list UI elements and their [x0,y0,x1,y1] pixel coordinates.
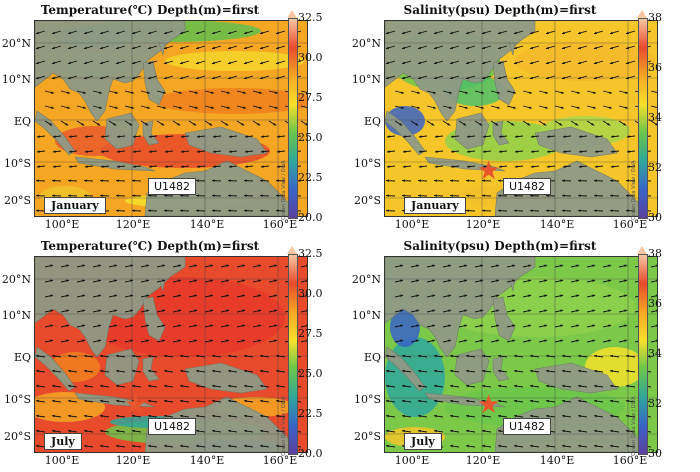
credit-text: Ocean Data View / DIVA [281,396,291,456]
latitude-label: 10°N [0,74,31,86]
longitude-label: 160°E [258,454,302,467]
colorbar-tick-label: 22.5 [298,172,323,184]
longitude-label: 160°E [608,218,652,231]
panel-title: Temperature(℃) Depth(m)=first [0,239,300,253]
latitude-label: EQ [0,116,31,128]
latitude-label: 20°S [0,431,31,443]
longitude-label: 160°E [258,218,302,231]
longitude-label: 100°E [390,218,434,231]
colorbar-tick-label: 30.0 [298,288,323,300]
month-label: January [44,197,106,214]
credit-text: Ocean Data View / DIVA [631,396,641,456]
colorbar-tick-label: 34 [648,112,662,124]
credit-text: Ocean Data View / DIVA [281,160,291,220]
latitude-label: 10°S [0,394,31,406]
month-label: July [44,433,82,450]
panel-4: Salinity(psu) Depth(m)=first 20°N 10°N EQ 10… [350,236,700,472]
credit-text: Ocean Data View / DIVA [631,160,641,220]
colorbar-tick-label: 27.5 [298,92,323,104]
latitude-label: 20°S [0,195,31,207]
longitude-label: 140°E [185,218,229,231]
colorbar-tick-label: 30 [648,212,662,224]
site-star-icon: ★ [477,158,500,184]
latitude-label: 20°N [0,274,31,286]
panel-3: Temperature(℃) Depth(m)=first 20°N 10°N EQ 1… [0,236,350,472]
longitude-label: 120°E [111,454,155,467]
colorbar-tick-label: 25.0 [298,132,323,144]
colorbar-arrow [637,10,647,18]
longitude-label: 140°E [535,454,579,467]
panel-title: Salinity(psu) Depth(m)=first [350,3,650,17]
latitude-label: 20°N [0,38,31,50]
colorbar-tick-label: 25.0 [298,368,323,380]
panel-2: Salinity(psu) Depth(m)=first 20°N 10°N EQ 10… [350,0,700,236]
longitude-label: 100°E [40,218,84,231]
latitude-label: 20°N [350,38,381,50]
colorbar-tick-label: 22.5 [298,408,323,420]
colorbar-tick-label: 30 [648,448,662,460]
panel-1: Temperature(℃) Depth(m)=first 20°N 10°N EQ 1… [0,0,350,236]
longitude-label: 120°E [461,454,505,467]
site-label: U1482 [148,418,196,435]
latitude-label: 10°N [350,310,381,322]
longitude-label: 120°E [111,218,155,231]
latitude-label: EQ [350,352,381,364]
latitude-label: EQ [350,116,381,128]
longitude-label: 140°E [185,454,229,467]
longitude-label: 140°E [535,218,579,231]
latitude-label: 20°N [350,274,381,286]
colorbar-tick-label: 20.0 [298,212,323,224]
latitude-label: 10°S [350,394,381,406]
site-star-icon: ★ [124,392,147,418]
latitude-label: 20°S [350,431,381,443]
colorbar-tick-label: 32.5 [298,12,323,24]
colorbar-tick-label: 32 [648,398,662,410]
latitude-label: 20°S [350,195,381,207]
site-label: U1482 [503,178,551,195]
colorbar-tick-label: 38 [648,12,662,24]
colorbar-arrow [287,246,297,254]
month-label: January [404,197,466,214]
colorbar-arrow [637,246,647,254]
colorbar-tick-label: 32 [648,162,662,174]
longitude-label: 100°E [390,454,434,467]
panel-title: Salinity(psu) Depth(m)=first [350,239,650,253]
colorbar-tick-label: 30.0 [298,52,323,64]
colorbar-tick-label: 36 [648,62,662,74]
latitude-label: 10°N [350,74,381,86]
latitude-label: 10°S [350,158,381,170]
month-label: July [404,433,442,450]
colorbar-tick-label: 34 [648,348,662,360]
latitude-label: EQ [0,352,31,364]
panel-title: Temperature(℃) Depth(m)=first [0,3,300,17]
colorbar-tick-label: 20.0 [298,448,323,460]
longitude-label: 100°E [40,454,84,467]
site-star-icon: ★ [477,392,500,418]
colorbar-tick-label: 27.5 [298,328,323,340]
site-label: U1482 [503,418,551,435]
longitude-label: 160°E [608,454,652,467]
colorbar-arrow [287,10,297,18]
colorbar-tick-label: 32.5 [298,248,323,260]
colorbar-tick-label: 38 [648,248,662,260]
site-label: U1482 [148,178,196,195]
colorbar-tick-label: 36 [648,298,662,310]
latitude-label: 10°N [0,310,31,322]
latitude-label: 10°S [0,158,31,170]
longitude-label: 120°E [461,218,505,231]
